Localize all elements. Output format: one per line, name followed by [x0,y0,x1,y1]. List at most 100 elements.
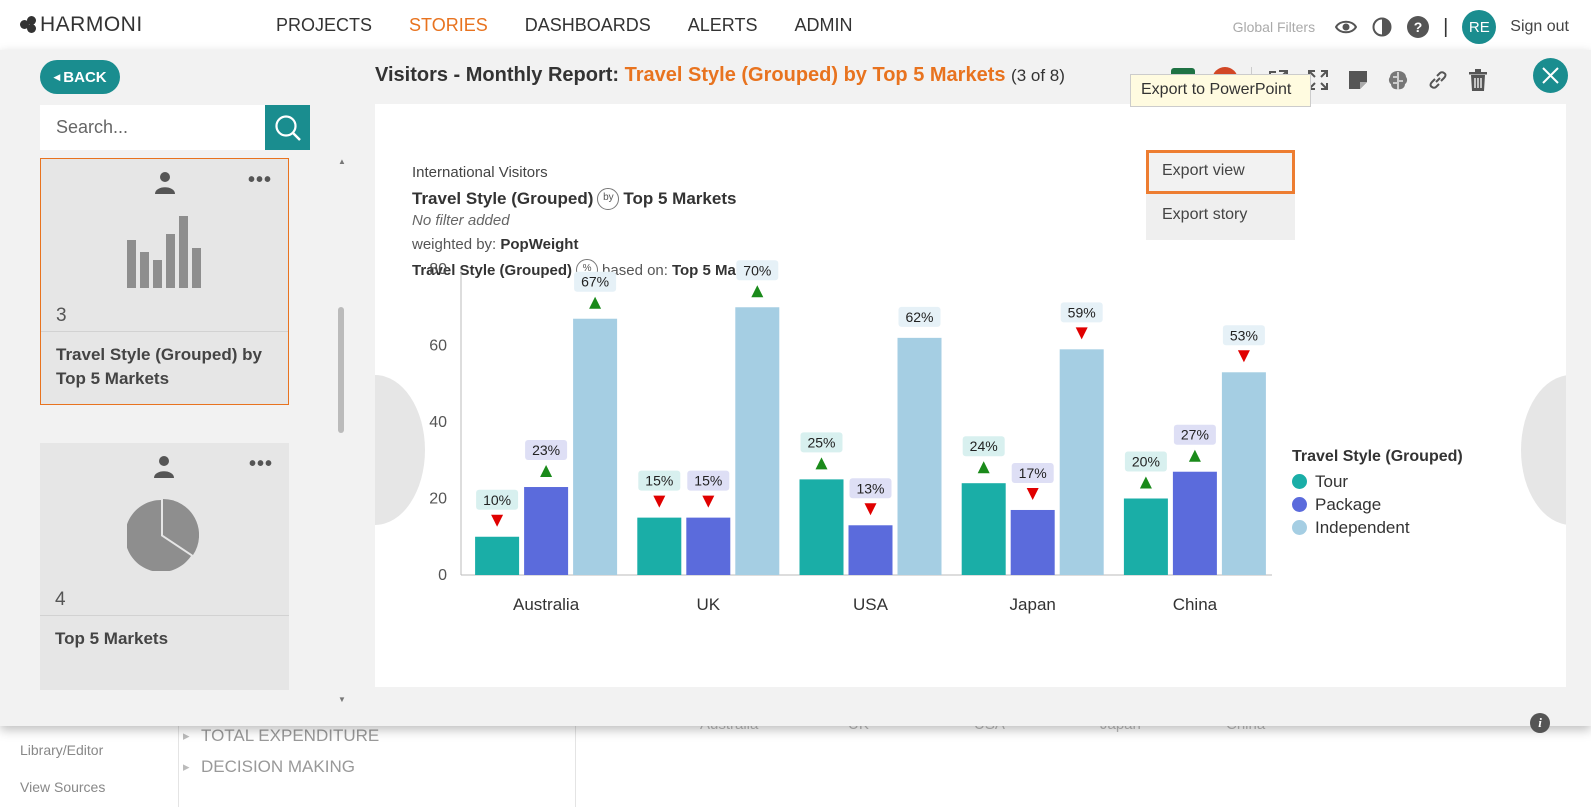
data-label-bg [1011,462,1054,483]
bar [637,517,682,575]
search-input[interactable] [40,105,265,150]
add-note-button[interactable] [1345,67,1371,93]
trend-down-arrow [864,503,877,516]
data-label-bg [1222,325,1265,346]
tree-item-decision-making[interactable]: DECISION MAKING [183,757,355,777]
close-button[interactable] [1533,58,1568,93]
export-tooltip: Export to PowerPoint [1130,74,1311,107]
ai-insights-button[interactable] [1385,67,1411,93]
x-tick-label: China [1173,595,1218,614]
trend-down-arrow [1075,327,1088,340]
nav-dashboards[interactable]: DASHBOARDS [524,15,651,35]
help-icon[interactable]: ? [1407,16,1430,38]
search-button[interactable] [265,105,310,150]
main-nav: PROJECTS STORIES DASHBOARDS ALERTS ADMIN [276,15,852,36]
y-tick-label: 60 [429,338,447,355]
expand-icon [1308,70,1328,90]
percent-variable: Travel Style (Grouped) [412,261,573,279]
fullscreen-button[interactable] [1305,67,1331,93]
data-label-bg [574,271,617,292]
legend-swatch [1292,497,1307,512]
previous-view-arrow[interactable] [375,375,425,525]
sidebar-scrollbar[interactable] [338,307,344,433]
legend-item-independent[interactable]: Independent [1292,516,1463,539]
info-icon[interactable]: i [1530,713,1550,733]
x-tick-label: Japan [1010,595,1056,614]
trend-down-arrow [702,495,715,508]
sign-out-link[interactable]: Sign out [1510,18,1569,35]
legend-swatch [1292,474,1307,489]
story-card[interactable]: ••• 3 Travel Style (Grouped) by Top 5 Ma… [40,158,289,405]
data-label-bg [476,489,519,510]
card-number: 4 [55,589,66,610]
pie-chart-icon [127,499,199,571]
card-title: Top 5 Markets [55,629,169,648]
bar [961,483,1006,575]
harmoni-logo[interactable]: HARMONI [20,13,143,37]
trend-up-arrow [977,461,990,474]
report-name: Visitors - Monthly Report: [375,64,625,86]
brain-icon [1388,71,1408,90]
nav-stories[interactable]: STORIES [409,15,488,35]
tree-item-total-expenditure[interactable]: TOTAL EXPENDITURE [183,726,379,746]
back-button[interactable]: ◀ BACK [40,60,120,94]
legend-item-tour[interactable]: Tour [1292,470,1463,493]
more-options-icon[interactable]: ••• [248,453,273,475]
story-card[interactable]: ••• 4 Top 5 Markets [40,443,289,690]
close-icon [1542,67,1559,84]
more-options-icon[interactable]: ••• [247,169,272,191]
data-label-bg [1173,424,1216,445]
caret-left-icon: ◀ [53,71,61,82]
view-sources-link[interactable]: View Sources [20,779,106,795]
trend-up-arrow [1188,449,1201,462]
library-editor-link[interactable]: Library/Editor [20,742,104,758]
legend-item-package[interactable]: Package [1292,493,1463,516]
data-label: 17% [1019,465,1047,481]
nav-admin[interactable]: ADMIN [794,15,853,35]
background-tree: TOTAL EXPENDITURE DECISION MAKING [178,718,576,807]
nav-alerts[interactable]: ALERTS [687,15,758,35]
page-title: Visitors - Monthly Report: Travel Style … [375,64,1065,87]
trend-up-arrow [540,465,553,478]
top-bar: HARMONI PROJECTS STORIES DASHBOARDS ALER… [0,0,1591,50]
next-view-arrow[interactable] [1521,375,1566,525]
legend-label: Tour [1315,471,1349,491]
scroll-down-arrow[interactable]: ▼ [338,695,346,704]
copy-link-button[interactable] [1425,67,1451,93]
trend-down-arrow [653,495,666,508]
data-label-bg [736,260,779,281]
bar [573,318,618,575]
chart-subtitle: International Visitors [412,164,548,181]
nav-projects[interactable]: PROJECTS [276,15,373,35]
bar [799,479,844,575]
export-story-option[interactable]: Export story [1162,206,1248,223]
bar [848,525,893,575]
delete-button[interactable] [1465,67,1491,93]
data-label: 24% [970,438,998,454]
data-label: 25% [807,434,835,450]
weighting-info: weighted by: PopWeight [412,236,578,253]
export-menu: Export view Export story [1146,150,1295,240]
contrast-icon[interactable] [1371,16,1393,38]
data-label: 59% [1068,304,1096,320]
bar [475,536,520,575]
bar [524,487,569,575]
data-label: 23% [532,442,560,458]
scroll-up-arrow[interactable]: ▲ [338,157,346,166]
y-tick-label: 0 [438,567,447,584]
data-label: 62% [905,309,933,325]
global-filters[interactable]: Global Filters [1232,19,1316,35]
eye-icon[interactable] [1335,16,1358,38]
based-on-label: based on: [602,261,668,279]
data-label: 15% [645,473,673,489]
data-label-bg [898,306,941,327]
search-icon [275,115,301,141]
view-count: (3 of 8) [1011,66,1065,85]
bar [1059,349,1104,575]
export-view-option[interactable]: Export view [1146,150,1295,194]
sticky-note-icon [1349,71,1367,89]
data-label-bg [962,436,1005,457]
avatar[interactable]: RE [1462,10,1497,44]
view-title: Travel Style (Grouped) by Top 5 Markets [624,64,1006,86]
data-label-bg [638,470,681,491]
